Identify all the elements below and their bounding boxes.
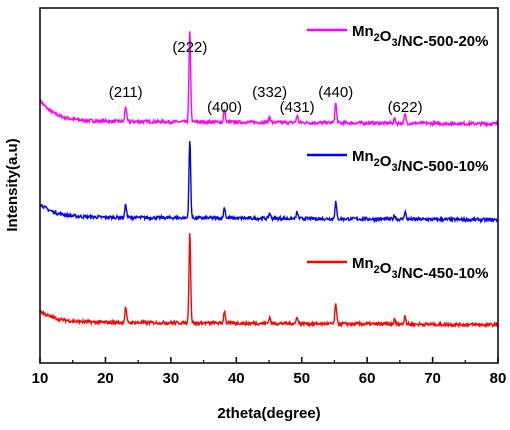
legend-text-part: /NC-450-10% bbox=[398, 265, 489, 282]
legend-text-part: O bbox=[380, 28, 392, 45]
legend-item: Mn2O3/NC-500-10% bbox=[307, 148, 488, 175]
x-tick-label: 50 bbox=[293, 370, 310, 387]
x-tick-label: 40 bbox=[228, 370, 245, 387]
peak-label: (332) bbox=[252, 84, 287, 101]
legend-subscript: 3 bbox=[391, 269, 397, 281]
legend-text-part: O bbox=[380, 260, 392, 277]
y-axis-title: Intensity(a.u) bbox=[4, 138, 21, 231]
peak-label: (400) bbox=[207, 99, 242, 116]
legend-label: Mn2O3/NC-500-10% bbox=[352, 148, 488, 175]
x-ticks: 10 20 30 40 50 60 70 80 bbox=[32, 357, 507, 387]
legend-subscript: 2 bbox=[374, 157, 380, 169]
legend-subscript: 2 bbox=[374, 32, 380, 44]
x-tick-label: 20 bbox=[97, 370, 114, 387]
series-layer bbox=[39, 31, 499, 329]
plot-frame bbox=[39, 7, 499, 364]
peak-labels: (211) (222) (400) (332)(431)(440) (622) bbox=[109, 39, 423, 116]
legend-text-part: Mn bbox=[352, 148, 374, 165]
legend-label: Mn2O3/NC-450-10% bbox=[352, 255, 488, 282]
legend-subscript: 3 bbox=[391, 162, 397, 174]
legend-text-part: /NC-500-10% bbox=[398, 158, 489, 175]
legend-text-part: Mn bbox=[352, 23, 374, 40]
legend-text-part: O bbox=[380, 153, 392, 170]
peak-label: (222) bbox=[172, 39, 207, 56]
peak-label: (622) bbox=[388, 99, 423, 116]
x-tick-label: 30 bbox=[163, 370, 180, 387]
legend-item: Mn2O3/NC-450-10% bbox=[307, 255, 488, 282]
x-axis-title: 2theta(degree) bbox=[217, 405, 320, 422]
peak-label: (431) bbox=[280, 99, 315, 116]
legend-subscript: 2 bbox=[374, 264, 380, 276]
legend-subscript: 3 bbox=[391, 37, 397, 49]
legend-label: Mn2O3/NC-500-20% bbox=[352, 23, 488, 50]
series-line-2 bbox=[39, 233, 499, 329]
x-tick-label: 70 bbox=[424, 370, 441, 387]
x-tick-label: 60 bbox=[359, 370, 376, 387]
peak-label: (211) bbox=[109, 84, 143, 101]
legend: Mn2O3/NC-500-20%Mn2O3/NC-500-10%Mn2O3/NC… bbox=[307, 23, 488, 282]
series-line-0 bbox=[39, 31, 499, 128]
series-line-1 bbox=[39, 141, 499, 225]
peak-label: (440) bbox=[318, 84, 353, 101]
x-tick-label: 10 bbox=[32, 370, 49, 387]
legend-text-part: /NC-500-20% bbox=[398, 33, 489, 50]
x-tick-label: 80 bbox=[490, 370, 507, 387]
legend-text-part: Mn bbox=[352, 255, 374, 272]
legend-item: Mn2O3/NC-500-20% bbox=[307, 23, 488, 50]
